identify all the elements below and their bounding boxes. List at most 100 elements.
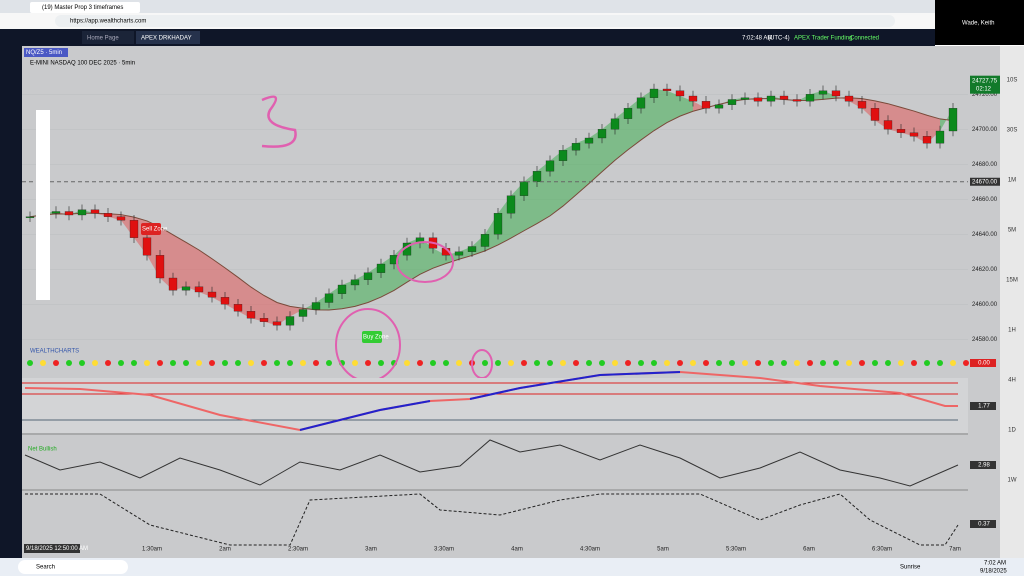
cloud [667, 90, 680, 123]
candle [792, 99, 802, 102]
candle [532, 171, 542, 182]
x-tick-label: 3am [365, 547, 377, 553]
app-tab[interactable] [136, 31, 200, 44]
x-tick-label: 1:30am [142, 547, 162, 553]
zone-label: Buy Zone [363, 335, 389, 341]
signal-dot [222, 360, 228, 366]
signal-dot [911, 360, 917, 366]
signal-dot [898, 360, 904, 366]
y-tick-label: 24620.00 [972, 267, 998, 273]
search-box[interactable] [18, 560, 128, 574]
candle [935, 130, 945, 144]
candle [519, 181, 529, 196]
candle [857, 101, 867, 109]
candle [116, 216, 126, 221]
chart-title: E-MINI NASDAQ 100 DEC 2025 · 5min [30, 61, 135, 67]
signal-dot [625, 360, 631, 366]
signal-dot [768, 360, 774, 366]
zone-badge [362, 331, 382, 343]
y-tick-label: 24580.00 [972, 337, 998, 343]
candle [948, 108, 958, 132]
candle [870, 108, 880, 121]
marker-label: 24670.00 [972, 179, 998, 185]
app-bar [0, 29, 935, 46]
signal-dot [79, 360, 85, 366]
x-tick-label: 6am [803, 547, 815, 553]
candle [597, 129, 607, 139]
signal-dot [859, 360, 865, 366]
candle [818, 90, 828, 95]
weather: Sunrise [900, 565, 921, 571]
y-tick-label: 24600.00 [972, 302, 998, 308]
y-tick-label: 24720.00 [972, 92, 998, 98]
oscillator-line [299, 371, 681, 431]
signal-dot [534, 360, 540, 366]
indicator-name: WEALTHCHARTS [30, 349, 79, 355]
signal-dot [521, 360, 527, 366]
cloud [290, 306, 303, 317]
value-label: 0.37 [978, 522, 990, 528]
signal-dot [937, 360, 943, 366]
timeframe[interactable]: 5M [1008, 228, 1016, 234]
signal-dot [612, 360, 618, 366]
symbol-box[interactable] [24, 48, 68, 57]
signal-dot [638, 360, 644, 366]
tab-title: (19) Master Prop 3 timeframes [42, 5, 123, 11]
signal-dot [573, 360, 579, 366]
signal-dot [27, 360, 33, 366]
candle [714, 104, 724, 109]
cloud [264, 295, 277, 326]
candle [207, 291, 217, 298]
y-tick-label: 24640.00 [972, 232, 998, 238]
timeframe[interactable]: 1M [1008, 178, 1016, 184]
y-tick-label: 24660.00 [972, 197, 998, 203]
x-tick-label: 6:30am [872, 547, 892, 553]
candle [779, 95, 789, 100]
browser-tab[interactable] [30, 2, 140, 13]
signal-dot [950, 360, 956, 366]
signal-dot [40, 360, 46, 366]
drawing-tools[interactable] [36, 110, 50, 300]
app-tab[interactable] [82, 31, 134, 44]
candle [662, 88, 672, 91]
signal-dot [872, 360, 878, 366]
signal-dot [586, 360, 592, 366]
x-tick-label: 7am [949, 547, 961, 553]
signal-dot [404, 360, 410, 366]
tab-strip [0, 0, 1024, 13]
x-tick-label: 4:30am [580, 547, 600, 553]
cloud [693, 101, 706, 112]
signal-dot [144, 360, 150, 366]
signal-dot [443, 360, 449, 366]
momentum-line [24, 439, 959, 487]
signal-dot [703, 360, 709, 366]
candle [337, 284, 347, 294]
timezone: (UTC-4) [768, 36, 790, 42]
timeframe[interactable]: 1D [1008, 428, 1016, 434]
value-label: 0.00 [978, 361, 990, 367]
timeframe[interactable]: 15M [1006, 278, 1018, 284]
candle [220, 297, 230, 305]
timeframe[interactable]: 1H [1008, 328, 1016, 334]
signal-dot [820, 360, 826, 366]
signal-dot [352, 360, 358, 366]
signal-dot [170, 360, 176, 366]
candle [155, 255, 165, 279]
timeframe[interactable]: 4H [1008, 378, 1016, 384]
candle [311, 302, 321, 310]
candle [740, 97, 750, 100]
candle [844, 95, 854, 102]
candle [467, 246, 477, 252]
address-bar[interactable] [55, 15, 895, 27]
timeframe[interactable]: 1W [1008, 478, 1017, 484]
candle [142, 237, 152, 256]
candle [805, 94, 815, 102]
signal-dot [235, 360, 241, 366]
value-label: 1.77 [978, 404, 990, 410]
signal-dot [807, 360, 813, 366]
candle [246, 311, 256, 319]
cloud [433, 248, 446, 269]
timeframe[interactable]: 30S [1007, 128, 1018, 134]
timeframe[interactable]: 10S [1007, 78, 1018, 84]
signal-dot [495, 360, 501, 366]
